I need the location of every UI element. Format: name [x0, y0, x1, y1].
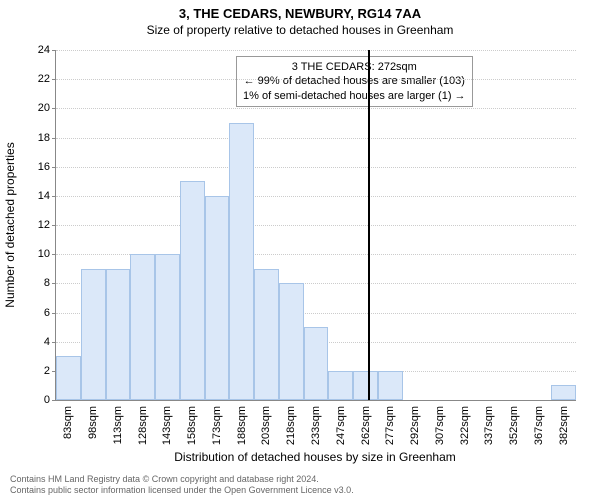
- histogram-bar: [205, 196, 230, 400]
- x-tick-label: 292sqm: [409, 400, 421, 445]
- x-tick-label: 352sqm: [508, 400, 520, 445]
- annotation-line1: 3 THE CEDARS: 272sqm: [243, 60, 466, 74]
- chart-container: 3, THE CEDARS, NEWBURY, RG14 7AA Size of…: [0, 0, 600, 500]
- histogram-bar: [279, 283, 304, 400]
- y-tick-label: 10: [38, 248, 56, 260]
- annotation-box: 3 THE CEDARS: 272sqm ← 99% of detached h…: [236, 56, 473, 107]
- gridline: [56, 50, 576, 51]
- x-tick-label: 158sqm: [186, 400, 198, 445]
- y-axis-label: Number of detached properties: [3, 142, 17, 307]
- gridline: [56, 108, 576, 109]
- histogram-bar: [130, 254, 155, 400]
- x-tick-label: 218sqm: [285, 400, 297, 445]
- footer-attribution: Contains HM Land Registry data © Crown c…: [10, 474, 354, 496]
- histogram-bar: [304, 327, 329, 400]
- chart-subtitle: Size of property relative to detached ho…: [0, 21, 600, 37]
- y-tick-label: 14: [38, 190, 56, 202]
- property-marker-line: [368, 50, 370, 400]
- y-tick-label: 0: [44, 394, 56, 406]
- x-tick-label: 143sqm: [161, 400, 173, 445]
- y-tick-label: 18: [38, 132, 56, 144]
- footer-line1: Contains HM Land Registry data © Crown c…: [10, 474, 354, 485]
- x-tick-label: 113sqm: [112, 400, 124, 444]
- histogram-bar: [106, 269, 131, 400]
- histogram-bar: [353, 371, 378, 400]
- annotation-line3: 1% of semi-detached houses are larger (1…: [243, 89, 466, 103]
- x-tick-label: 128sqm: [137, 400, 149, 445]
- footer-line2: Contains public sector information licen…: [10, 485, 354, 496]
- x-axis-label: Distribution of detached houses by size …: [55, 450, 575, 464]
- gridline: [56, 225, 576, 226]
- x-tick-label: 83sqm: [62, 400, 74, 439]
- plot-area: 3 THE CEDARS: 272sqm ← 99% of detached h…: [55, 50, 576, 401]
- histogram-bar: [378, 371, 403, 400]
- x-tick-label: 247sqm: [335, 400, 347, 445]
- x-tick-label: 277sqm: [384, 400, 396, 445]
- gridline: [56, 79, 576, 80]
- x-tick-label: 98sqm: [87, 400, 99, 439]
- x-tick-label: 262sqm: [360, 400, 372, 445]
- x-tick-label: 322sqm: [459, 400, 471, 445]
- histogram-bar: [551, 385, 576, 400]
- gridline: [56, 167, 576, 168]
- histogram-bar: [229, 123, 254, 400]
- y-tick-label: 2: [44, 365, 56, 377]
- histogram-bar: [328, 371, 353, 400]
- histogram-bar: [56, 356, 81, 400]
- gridline: [56, 138, 576, 139]
- x-tick-label: 203sqm: [260, 400, 272, 445]
- x-tick-label: 173sqm: [211, 400, 223, 445]
- y-tick-label: 8: [44, 277, 56, 289]
- y-tick-label: 22: [38, 73, 56, 85]
- chart-title: 3, THE CEDARS, NEWBURY, RG14 7AA: [0, 0, 600, 21]
- histogram-bar: [155, 254, 180, 400]
- x-tick-label: 367sqm: [533, 400, 545, 445]
- x-tick-label: 307sqm: [434, 400, 446, 445]
- x-tick-label: 337sqm: [483, 400, 495, 445]
- annotation-line2: ← 99% of detached houses are smaller (10…: [243, 74, 466, 88]
- x-tick-label: 233sqm: [310, 400, 322, 445]
- y-tick-label: 12: [38, 219, 56, 231]
- x-tick-label: 188sqm: [236, 400, 248, 445]
- y-tick-label: 6: [44, 307, 56, 319]
- y-tick-label: 24: [38, 44, 56, 56]
- y-tick-label: 16: [38, 161, 56, 173]
- histogram-bar: [180, 181, 205, 400]
- histogram-bar: [81, 269, 106, 400]
- gridline: [56, 196, 576, 197]
- y-tick-label: 4: [44, 336, 56, 348]
- histogram-bar: [254, 269, 279, 400]
- x-tick-label: 382sqm: [558, 400, 570, 445]
- y-tick-label: 20: [38, 102, 56, 114]
